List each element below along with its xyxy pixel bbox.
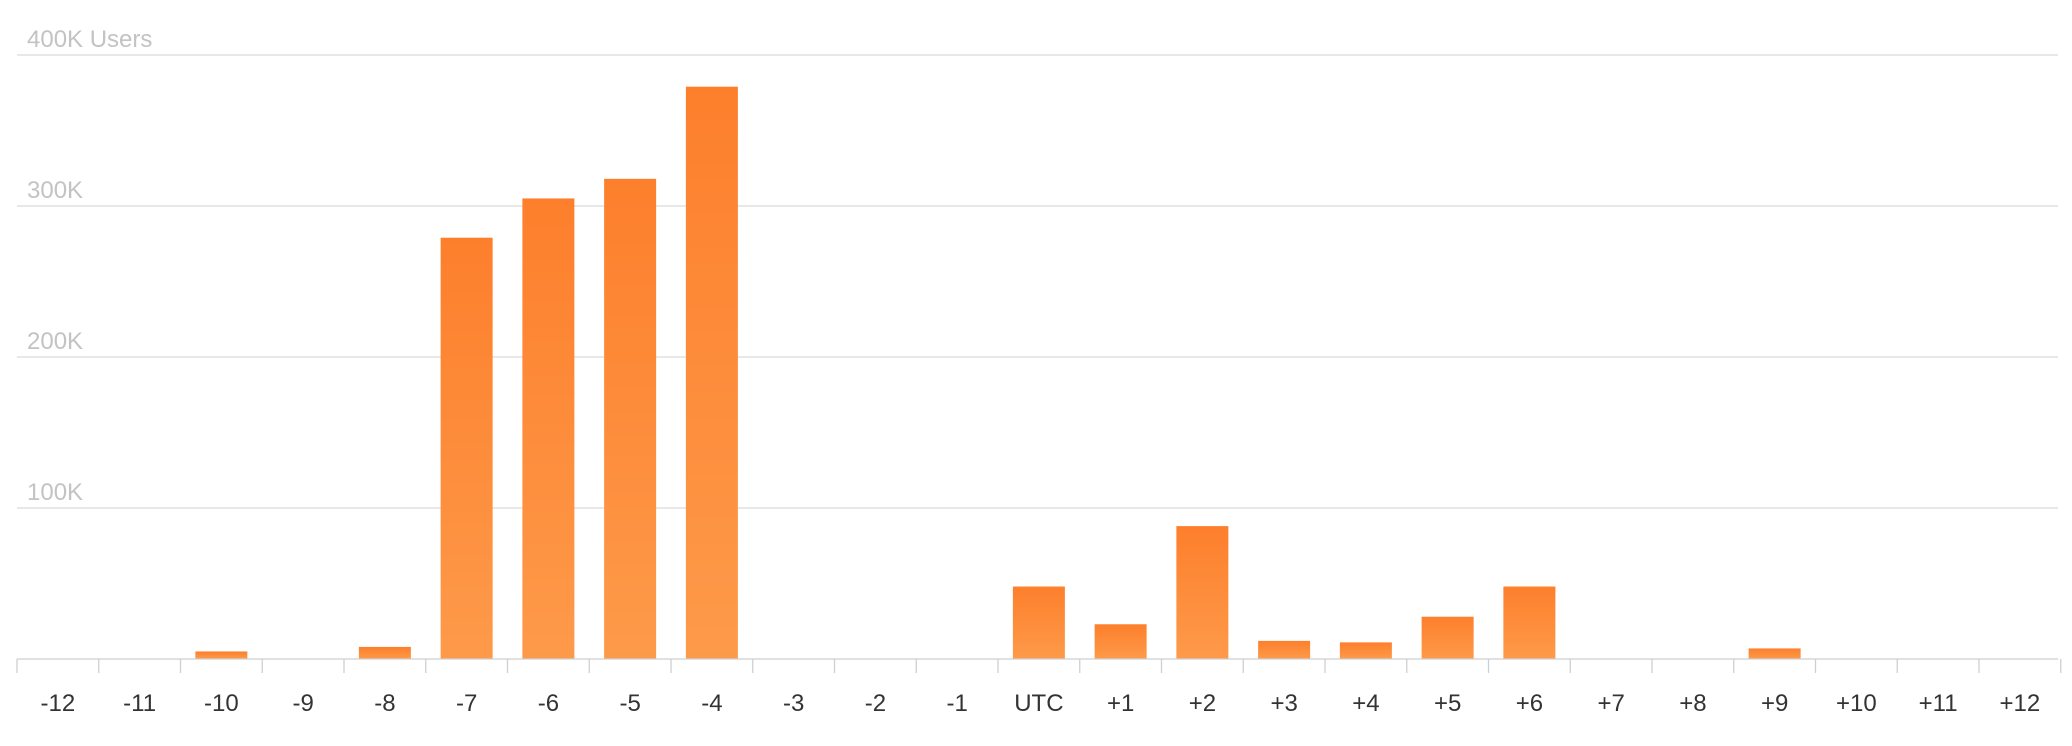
x-tick-label: +3 (1270, 690, 1297, 717)
x-tick-label: -2 (865, 690, 886, 717)
x-tick-label: -7 (456, 690, 477, 717)
x-tick-label: +5 (1434, 690, 1461, 717)
x-tick-label: -5 (619, 690, 640, 717)
x-tick-label: +6 (1516, 690, 1543, 717)
bar (604, 178, 657, 659)
x-tick-label: -9 (292, 690, 313, 717)
x-tick-label: +10 (1836, 690, 1877, 717)
bar (440, 237, 493, 659)
x-tick-label: +4 (1352, 690, 1379, 717)
x-tick-label: UTC (1014, 690, 1063, 717)
x-tick-label: +7 (1597, 690, 1624, 717)
x-tick-label: +11 (1919, 690, 1958, 717)
bar-layer (195, 86, 1801, 659)
y-tick-label: 400K Users (27, 26, 152, 53)
bar (522, 198, 575, 659)
bar (195, 651, 248, 659)
bar (685, 86, 738, 659)
bar (1258, 640, 1311, 659)
bar (1012, 586, 1065, 659)
x-axis: -12 -11 -10 -9 -8 -7 -6 -5 -4 -3 -2 -1 UTC +1 +2 +3 +4 +5… (16, 658, 2062, 717)
x-tick-label: -8 (374, 690, 395, 717)
grid-layer: 100K 200K 300K 400K Users (17, 26, 2058, 509)
bar (1503, 586, 1556, 659)
x-tick-label: -1 (946, 690, 967, 717)
bar (1094, 624, 1147, 659)
x-tick-label: -6 (538, 690, 559, 717)
x-tick-label: -12 (41, 690, 76, 717)
x-tick-label: -10 (204, 690, 239, 717)
bar (1748, 648, 1801, 659)
x-tick-label: +1 (1107, 690, 1134, 717)
y-tick-label: 100K (27, 479, 83, 506)
y-tick-label: 300K (27, 177, 83, 204)
x-tick-label: -4 (701, 690, 722, 717)
bar (1176, 526, 1229, 659)
x-tick-label: -11 (123, 690, 156, 717)
bar (1339, 642, 1392, 659)
x-tick-label: +8 (1679, 690, 1706, 717)
x-tick-label: -3 (783, 690, 804, 717)
bar (358, 646, 411, 659)
x-tick-label: +2 (1189, 690, 1216, 717)
bar (1421, 616, 1474, 659)
x-tick-label: +12 (2000, 690, 2041, 717)
y-tick-label: 200K (27, 328, 83, 355)
x-tick-label: +9 (1761, 690, 1788, 717)
